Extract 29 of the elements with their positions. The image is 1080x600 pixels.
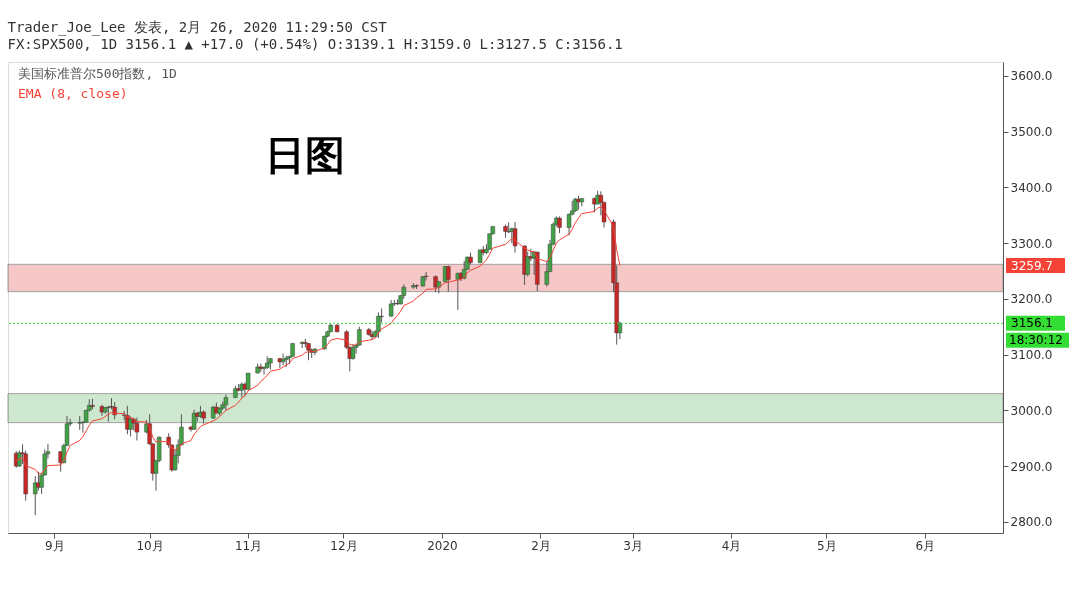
x-tick-label: 4月 [721, 538, 742, 553]
y-tick-label: 3600.0 [1010, 69, 1053, 84]
y-tick-label: 2900.0 [1010, 459, 1053, 474]
y-tick-label: 2800.0 [1010, 515, 1053, 530]
x-tick-label: 2020 [427, 538, 458, 553]
text: EMA (8, close) [18, 86, 128, 101]
candlestick [357, 326, 362, 347]
ref-line-label: 3156.1 [1011, 316, 1053, 331]
y-tick-label: 3300.0 [1010, 236, 1053, 251]
y-tick-label: 3500.0 [1010, 125, 1053, 140]
y-tick-label: 3100.0 [1010, 348, 1053, 363]
x-tick-label: 12月 [330, 538, 358, 553]
annotation: 日图 [265, 132, 345, 178]
y-tick-label: 3000.0 [1010, 403, 1053, 418]
text: 3259.7 [1011, 258, 1053, 273]
x-tick-label: 5月 [817, 538, 837, 553]
y-tick-label: 3200.0 [1010, 292, 1053, 307]
chart-subtitle: FX:SPX500, 1D 3156.1 ▲ +17.0 (+0.54%) O:3139.1 H:3159.0 L:3127.5 C:3156.1 [7, 36, 623, 52]
x-tick-label: 9月 [44, 538, 65, 553]
y-tick-label: 3400.0 [1010, 180, 1053, 195]
candlestick [33, 475, 38, 516]
x-tick-label: 2月 [531, 538, 551, 553]
x-tick-label: 10月 [136, 538, 164, 553]
text: 18:30:12 [1009, 333, 1063, 348]
x-tick-label: 3月 [623, 538, 643, 553]
x-tick-label: 6月 [915, 538, 936, 553]
text: 美国标准普尔500指数, 1D [18, 66, 177, 81]
chart-title: Trader_Joe_Lee 发表, 2月 26, 2020 11:29:50 CST [7, 19, 388, 36]
x-tick-label: 11月 [234, 538, 263, 553]
